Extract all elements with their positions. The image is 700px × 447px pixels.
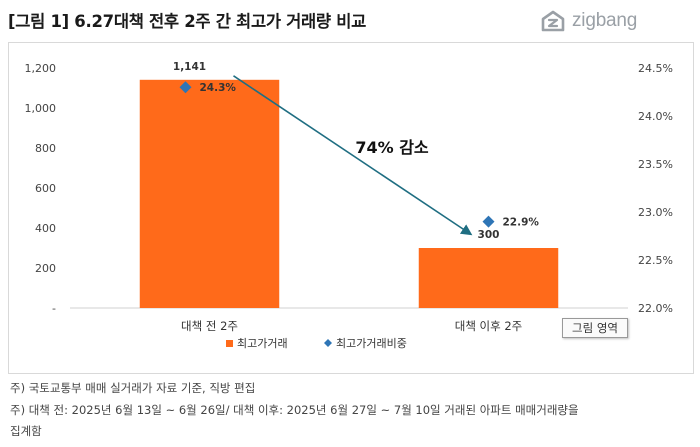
- legend-swatch-share: [324, 339, 332, 347]
- left-tick-label: 400: [35, 222, 56, 235]
- share-value-label: 24.3%: [200, 82, 237, 94]
- category-label: 대책 전 2주: [181, 319, 238, 333]
- bar-value-label: 1,141: [173, 61, 206, 73]
- trend-arrow: 74% 감소 1,141 300: [173, 61, 500, 241]
- left-tick-label: -: [52, 302, 56, 315]
- right-tick-label: 22.5%: [638, 254, 673, 267]
- decrease-annotation: 74% 감소: [355, 138, 429, 157]
- share-series: 24.3% 22.9%: [179, 81, 540, 229]
- right-axis: 22.0% 22.5% 23.0% 23.5% 24.0% 24.5%: [638, 62, 673, 315]
- left-axis: - 200 400 600 800 1,000 1,200: [25, 62, 57, 315]
- zigbang-logo-icon: [541, 10, 565, 32]
- share-marker: [482, 215, 495, 228]
- bar-series: [139, 79, 559, 308]
- footnote-source: 주) 국토교통부 매매 실거래가 자료 기준, 직방 편집: [10, 381, 256, 395]
- chart-frame: [8, 42, 694, 374]
- legend-label-bar: 최고가거래: [237, 337, 288, 350]
- right-tick-label: 24.0%: [638, 110, 673, 123]
- zigbang-logo: zigbang: [540, 10, 637, 32]
- category-label: 대책 이후 2주: [455, 319, 523, 333]
- bar: [418, 248, 559, 308]
- right-tick-label: 23.0%: [638, 206, 673, 219]
- share-value-label: 22.9%: [503, 217, 540, 229]
- bar: [139, 79, 280, 308]
- right-tick-label: 23.5%: [638, 158, 673, 171]
- legend: 최고가거래 최고가거래비중: [226, 337, 407, 350]
- bar-value-label: 300: [478, 229, 500, 241]
- zigbang-logo-text: zigbang: [572, 10, 638, 31]
- share-marker: [179, 81, 192, 94]
- footnote-period: 주) 대책 전: 2025년 6월 13일 ~ 6월 26일/ 대책 이후: 2…: [10, 403, 579, 417]
- right-tick-label: 22.0%: [638, 302, 673, 315]
- left-tick-label: 1,200: [25, 62, 57, 75]
- legend-label-share: 최고가거래비중: [336, 337, 407, 350]
- chart-title: [그림 1] 6.27대책 전후 2주 간 최고가 거래량 비교: [8, 12, 366, 31]
- left-tick-label: 600: [35, 182, 56, 195]
- plot-area-tooltip: 그림 영역: [562, 318, 628, 338]
- left-tick-label: 800: [35, 142, 56, 155]
- legend-swatch-bar: [226, 340, 233, 347]
- right-tick-label: 24.5%: [638, 62, 673, 75]
- decrease-arrow: [233, 75, 473, 236]
- left-tick-label: 1,000: [25, 102, 57, 115]
- category-labels: 대책 전 2주 대책 이후 2주: [181, 319, 522, 333]
- left-tick-label: 200: [35, 262, 56, 275]
- footnote-period-cont: 집계함: [10, 424, 42, 438]
